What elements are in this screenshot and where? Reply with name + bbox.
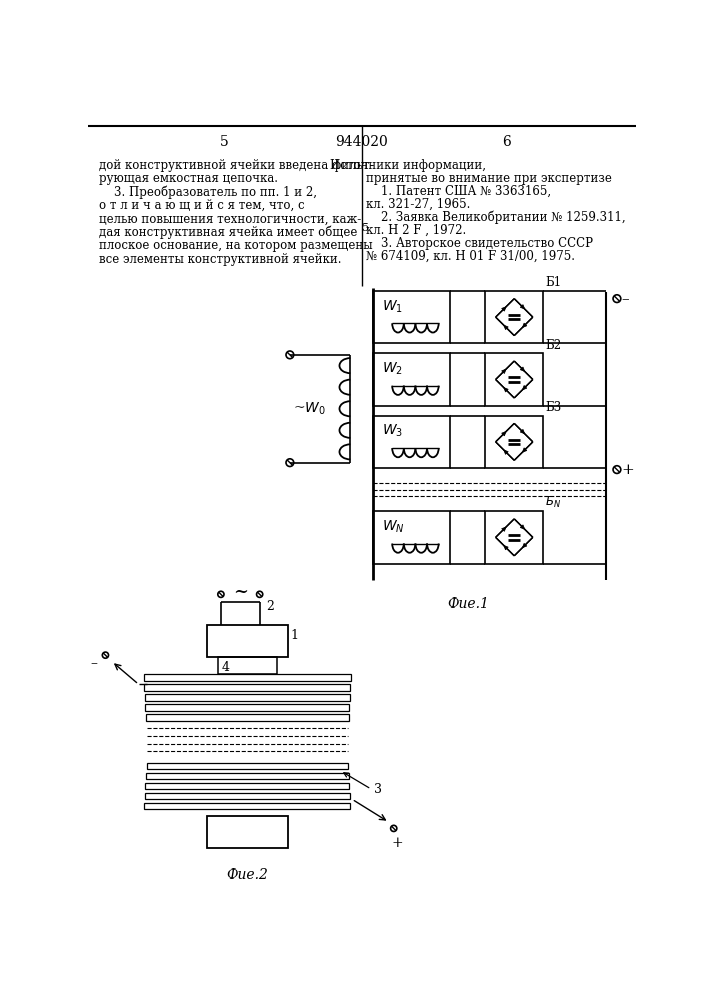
- Text: рующая емкостная цепочка.: рующая емкостная цепочка.: [99, 172, 279, 185]
- Bar: [146, 783, 349, 789]
- Bar: [373, 353, 450, 406]
- Text: принятые во внимание при экспертизе: принятые во внимание при экспертизе: [366, 172, 612, 185]
- Polygon shape: [522, 448, 527, 452]
- Text: ~: ~: [233, 582, 247, 600]
- Text: 6: 6: [503, 135, 511, 149]
- Polygon shape: [504, 325, 508, 330]
- Bar: [373, 511, 450, 564]
- Text: $W_1$: $W_1$: [382, 298, 403, 315]
- Text: плоское основание, на котором размещены: плоское основание, на котором размещены: [99, 239, 373, 252]
- Bar: [144, 684, 351, 691]
- Polygon shape: [520, 367, 525, 371]
- Text: кл. 321-27, 1965.: кл. 321-27, 1965.: [366, 198, 470, 211]
- Bar: [145, 793, 350, 799]
- Text: Источники информации,: Источники информации,: [330, 158, 486, 172]
- Bar: [144, 674, 351, 681]
- Bar: [485, 353, 543, 406]
- Text: $W_3$: $W_3$: [382, 423, 403, 439]
- Polygon shape: [504, 450, 508, 454]
- Text: 5: 5: [362, 223, 369, 233]
- Text: –: –: [621, 292, 629, 306]
- Bar: [207, 625, 288, 657]
- Text: Фие.1: Фие.1: [448, 597, 489, 611]
- Bar: [373, 416, 450, 468]
- Text: 3: 3: [373, 783, 382, 796]
- Polygon shape: [504, 545, 508, 550]
- Text: +: +: [621, 463, 634, 477]
- Text: кл. Н 2 F , 1972.: кл. Н 2 F , 1972.: [366, 224, 466, 237]
- Polygon shape: [522, 323, 527, 328]
- Text: 1: 1: [291, 629, 298, 642]
- Text: Б1: Б1: [545, 276, 561, 289]
- Text: –: –: [90, 656, 98, 670]
- Text: ~$W_0$: ~$W_0$: [293, 401, 326, 417]
- Text: Б2: Б2: [545, 339, 561, 352]
- Bar: [146, 704, 349, 711]
- Text: 2: 2: [266, 600, 274, 613]
- Bar: [485, 416, 543, 468]
- Bar: [144, 803, 351, 809]
- Polygon shape: [502, 431, 506, 436]
- Text: $W_N$: $W_N$: [382, 518, 405, 535]
- Text: 3. Преобразователь по пп. 1 и 2,: 3. Преобразователь по пп. 1 и 2,: [99, 185, 317, 199]
- Text: все элементы конструктивной ячейки.: все элементы конструктивной ячейки.: [99, 253, 341, 266]
- Text: о т л и ч а ю щ и й с я тем, что, с: о т л и ч а ю щ и й с я тем, что, с: [99, 199, 305, 212]
- Text: $W_2$: $W_2$: [382, 361, 403, 377]
- Text: $Б_N$: $Б_N$: [545, 495, 561, 510]
- Bar: [146, 773, 349, 779]
- Bar: [146, 763, 348, 769]
- Polygon shape: [520, 305, 525, 309]
- Polygon shape: [502, 527, 506, 531]
- Text: № 674109, кл. Н 01 F 31/00, 1975.: № 674109, кл. Н 01 F 31/00, 1975.: [366, 250, 575, 263]
- Bar: [146, 714, 349, 721]
- Bar: [373, 291, 450, 343]
- Text: 1. Патент США № 3363165,: 1. Патент США № 3363165,: [366, 185, 551, 198]
- Text: Б3: Б3: [545, 401, 561, 414]
- Polygon shape: [520, 525, 525, 529]
- Bar: [485, 291, 543, 343]
- Polygon shape: [502, 307, 506, 311]
- Polygon shape: [504, 388, 508, 392]
- Bar: [207, 816, 288, 848]
- Text: 2. Заявка Великобритании № 1259.311,: 2. Заявка Великобритании № 1259.311,: [366, 211, 626, 224]
- Text: 5: 5: [220, 135, 228, 149]
- Text: дой конструктивной ячейки введена фильт-: дой конструктивной ячейки введена фильт-: [99, 158, 374, 172]
- Text: +: +: [391, 836, 403, 850]
- Text: 4: 4: [222, 661, 230, 674]
- Bar: [145, 694, 350, 701]
- Polygon shape: [520, 429, 525, 434]
- Text: целью повышения технологичности, каж-: целью повышения технологичности, каж-: [99, 212, 361, 225]
- Text: 3. Авторское свидетельство СССР: 3. Авторское свидетельство СССР: [366, 237, 593, 250]
- Text: Фие.2: Фие.2: [226, 868, 268, 882]
- Text: дая конструктивная ячейка имеет общее: дая конструктивная ячейка имеет общее: [99, 226, 358, 239]
- Bar: [218, 657, 276, 674]
- Polygon shape: [502, 369, 506, 374]
- Bar: [485, 511, 543, 564]
- Polygon shape: [522, 385, 527, 390]
- Polygon shape: [522, 543, 527, 548]
- Text: 944020: 944020: [336, 135, 388, 149]
